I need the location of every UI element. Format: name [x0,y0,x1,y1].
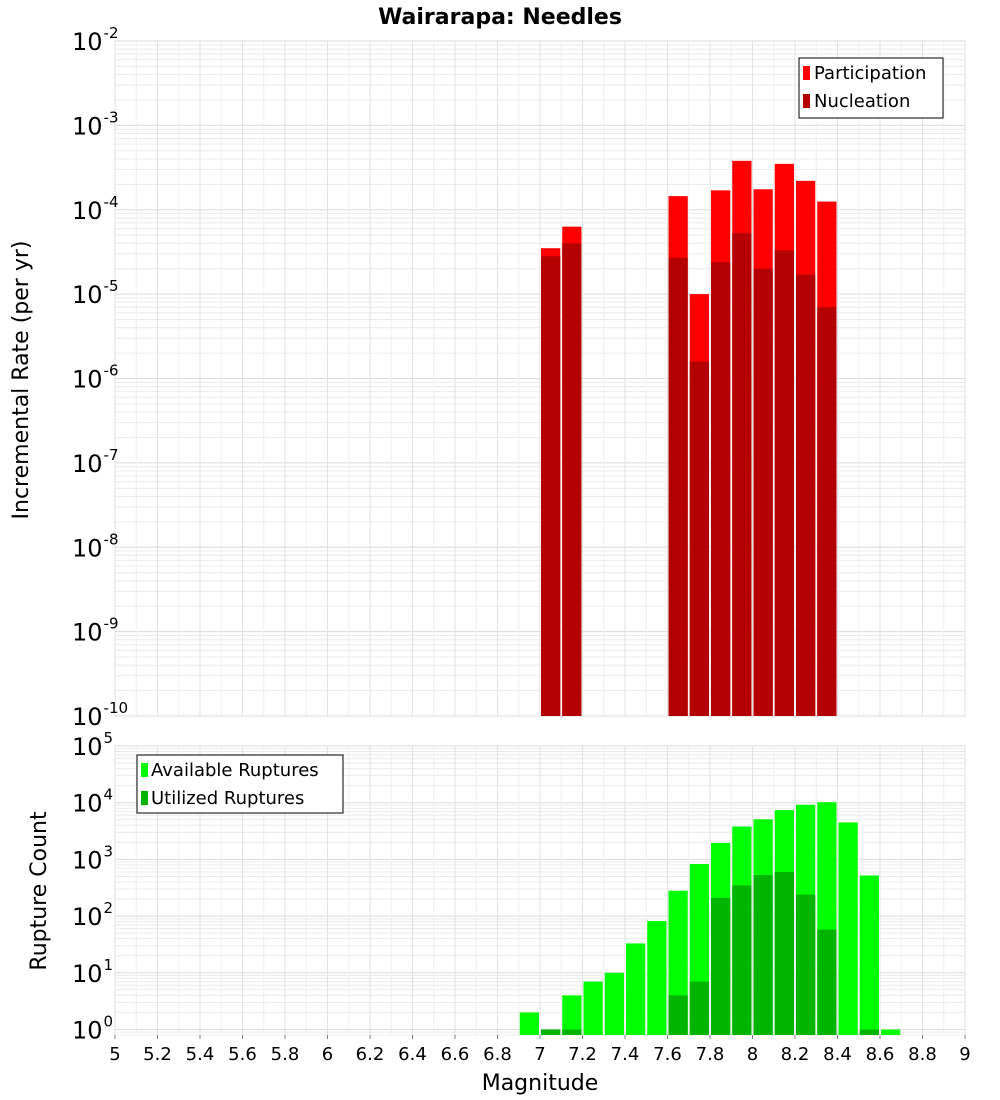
y-tick-label: 10-10 [72,699,128,731]
available-ruptures-bar [881,1029,901,1035]
y-tick-label: 10-3 [72,108,119,140]
x-tick-label: 6.2 [356,1044,385,1065]
nucleation-legend-label: Nucleation [814,91,910,112]
y-tick-label: 104 [72,786,113,818]
available-ruptures-bar [859,875,879,1035]
nucleation-bar [562,243,582,717]
nucleation-bar [668,257,688,716]
x-tick-label: 6.4 [398,1044,427,1065]
nucleation-bars [541,233,837,717]
x-tick-label: 8.2 [781,1044,810,1065]
y-tick-label: 105 [72,729,113,761]
utilized-ruptures-bar [753,875,773,1035]
available-ruptures-legend-label: Available Ruptures [151,760,319,781]
participation-legend-swatch [803,66,810,80]
y-tick-label: 10-7 [72,446,119,478]
x-tick-label: 5.2 [143,1044,172,1065]
y-tick-label: 10-6 [72,362,119,394]
top-panel: 10-10 10-9 10-8 10-7 10-6 10-5 10-4 10-3 10-2 In… [9,24,966,731]
nucleation-bar [541,256,561,716]
available-ruptures-bar [519,1012,539,1035]
x-tick-label: 6.8 [483,1044,512,1065]
utilized-ruptures-bar [668,995,688,1035]
y-tick-label: 10-8 [72,530,119,562]
y-tick-label: 10-4 [72,193,119,225]
y-tick-label: 102 [72,899,113,931]
nucleation-bar [774,250,794,717]
x-tick-labels: 5 5.2 5.4 5.6 5.8 6 6.2 6.4 6.6 6.8 7 7.2 7.4 7.6 7.8 8… [109,1035,971,1065]
utilized-ruptures-bar [541,1029,561,1035]
available-ruptures-bar [562,995,582,1035]
x-tick-label: 8.6 [866,1044,895,1065]
utilized-ruptures-legend-swatch [141,791,148,805]
bottom-panel: 100 101 102 103 104 105 5 5.2 5.4 5.6 5.8 6 6.2 6.4 6… [27,729,971,1096]
x-tick-label: 8.4 [823,1044,852,1065]
utilized-ruptures-legend-label: Utilized Ruptures [151,788,304,809]
available-ruptures-bar [626,943,646,1035]
y-tick-label: 10-2 [72,24,119,56]
bottom-legend: Available Ruptures Utilized Ruptures [136,754,344,814]
available-ruptures-bar [604,972,624,1035]
utilized-ruptures-bar [711,897,731,1035]
available-ruptures-legend-swatch [141,763,148,777]
bottom-y-tick-labels: 100 101 102 103 104 105 [72,729,113,1045]
nucleation-bar [732,233,752,716]
bottom-legend-box [136,754,344,814]
x-tick-label: 6.6 [441,1044,470,1065]
participation-legend-label: Participation [814,63,926,84]
x-tick-label: 5.6 [228,1044,257,1065]
y-tick-label: 103 [72,842,113,874]
y-tick-label: 10-5 [72,277,119,309]
x-tick-label: 7.2 [568,1044,597,1065]
utilized-ruptures-bar [732,885,752,1035]
x-tick-label: 9 [959,1044,970,1065]
top-legend-box [798,57,944,119]
x-tick-label: 8.8 [908,1044,937,1065]
nucleation-bar [689,361,709,716]
x-tick-label: 5.4 [186,1044,215,1065]
utilized-ruptures-bar [774,871,794,1035]
utilized-ruptures-bar [817,929,837,1035]
x-tick-label: 5 [109,1044,120,1065]
nucleation-legend-swatch [803,94,810,108]
x-tick-label: 6 [322,1044,333,1065]
nucleation-bar [711,262,731,716]
top-y-axis-label: Incremental Rate (per yr) [9,241,34,520]
utilized-ruptures-bar [562,1029,582,1035]
available-ruptures-bar [647,920,667,1035]
utilized-ruptures-bar [796,894,816,1035]
nucleation-bar [753,268,773,716]
x-tick-label: 7.8 [696,1044,725,1065]
x-axis-label: Magnitude [482,1071,599,1096]
y-tick-label: 100 [72,1013,113,1045]
chart-title: Wairarapa: Needles [378,5,622,30]
utilized-ruptures-bars [541,871,879,1035]
x-tick-label: 7.6 [653,1044,682,1065]
bottom-y-axis-label: Rupture Count [27,811,52,971]
top-gridlines [114,40,966,717]
available-ruptures-bar [583,981,603,1035]
top-legend: Participation Nucleation [798,57,944,119]
available-ruptures-bar [838,822,858,1035]
nucleation-bar [817,307,837,716]
utilized-ruptures-bar [689,981,709,1035]
top-y-tick-labels: 10-10 10-9 10-8 10-7 10-6 10-5 10-4 10-3 10-2 [72,24,128,731]
x-tick-label: 7.4 [611,1044,640,1065]
x-tick-label: 5.8 [271,1044,300,1065]
y-tick-label: 101 [72,956,113,988]
nucleation-bar [796,274,816,716]
y-tick-label: 10-9 [72,615,119,647]
x-tick-label: 8 [747,1044,758,1065]
x-tick-label: 7 [534,1044,545,1065]
utilized-ruptures-bar [859,1029,879,1035]
